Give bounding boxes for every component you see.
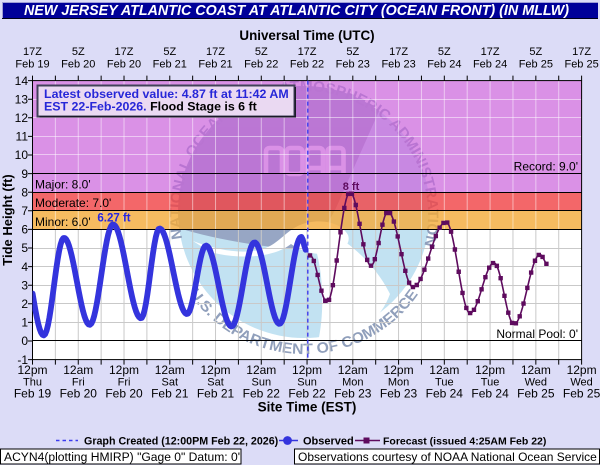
svg-text:Feb 22: Feb 22 [290,59,324,71]
svg-text:Wed: Wed [570,377,592,389]
svg-text:Forecast (issued 4:25AM Feb 22: Forecast (issued 4:25AM Feb 22) [383,435,546,447]
svg-text:6.27 ft: 6.27 ft [97,213,130,225]
svg-text:12pm: 12pm [384,363,414,377]
svg-text:1: 1 [21,316,28,330]
svg-text:Feb 20: Feb 20 [105,387,143,401]
svg-text:Minor: 6.0': Minor: 6.0' [35,215,91,229]
svg-text:Feb 24: Feb 24 [427,59,461,71]
svg-text:Feb 22: Feb 22 [288,387,326,401]
svg-text:Sat: Sat [207,377,224,389]
svg-text:Sun: Sun [252,377,272,389]
svg-text:Feb 19: Feb 19 [14,387,52,401]
svg-text:12: 12 [15,111,29,125]
svg-text:12pm: 12pm [475,363,505,377]
svg-text:Feb 23: Feb 23 [381,59,415,71]
svg-text:Sun: Sun [297,377,317,389]
svg-text:NEW JERSEY ATLANTIC COAST AT A: NEW JERSEY ATLANTIC COAST AT ATLANTIC CI… [24,3,569,19]
svg-text:ACYN4(plotting HMIRP) "Gage 0": ACYN4(plotting HMIRP) "Gage 0" Datum: 0' [4,450,240,464]
svg-text:Feb 22: Feb 22 [244,59,278,71]
svg-text:Universal Time (UTC): Universal Time (UTC) [239,28,374,43]
svg-text:Graph Created (12:00PM Feb 22,: Graph Created (12:00PM Feb 22, 2026) [84,435,279,447]
svg-text:Wed: Wed [525,377,547,389]
svg-text:Tide Height (ft): Tide Height (ft) [0,174,15,265]
svg-text:Site Time (EST): Site Time (EST) [258,400,357,415]
svg-text:Mon: Mon [388,377,409,389]
svg-text:5Z: 5Z [72,46,85,58]
svg-text:17Z: 17Z [115,46,134,58]
svg-text:Feb 24: Feb 24 [426,387,464,401]
svg-text:Tue: Tue [435,377,454,389]
svg-text:5Z: 5Z [346,46,359,58]
svg-text:6: 6 [21,223,28,237]
svg-text:12pm: 12pm [17,363,47,377]
svg-text:Thu: Thu [23,377,42,389]
svg-text:Feb 25: Feb 25 [517,387,555,401]
svg-text:Feb 21: Feb 21 [151,387,189,401]
svg-text:Feb 25: Feb 25 [519,59,553,71]
svg-text:Feb 24: Feb 24 [473,59,507,71]
svg-text:10: 10 [15,148,29,162]
svg-text:Feb 19: Feb 19 [15,59,49,71]
svg-text:Observations courtesy of NOAA: Observations courtesy of NOAA National O… [298,450,597,464]
svg-text:4: 4 [21,260,28,274]
svg-text:Feb 20: Feb 20 [60,387,98,401]
svg-text:Fri: Fri [72,377,85,389]
svg-text:12pm: 12pm [567,363,597,377]
svg-text:9: 9 [21,167,28,181]
svg-text:Feb 23: Feb 23 [380,387,418,401]
svg-text:Feb 25: Feb 25 [563,387,600,401]
svg-text:8: 8 [21,185,28,199]
svg-text:2: 2 [21,297,28,311]
svg-text:Tue: Tue [481,377,500,389]
svg-text:Major: 8.0': Major: 8.0' [35,178,91,192]
svg-text:17Z: 17Z [389,46,408,58]
svg-text:5Z: 5Z [163,46,176,58]
svg-text:12am: 12am [63,363,93,377]
svg-text:12am: 12am [429,363,459,377]
svg-text:5Z: 5Z [438,46,451,58]
svg-text:5: 5 [21,241,28,255]
svg-text:12pm: 12pm [109,363,139,377]
svg-text:Observed: Observed [303,435,354,447]
svg-text:Feb 20: Feb 20 [61,59,95,71]
svg-text:Feb 23: Feb 23 [334,387,372,401]
svg-text:0: 0 [21,334,28,348]
svg-text:12am: 12am [338,363,368,377]
svg-text:5Z: 5Z [529,46,542,58]
svg-text:Feb 24: Feb 24 [471,387,509,401]
svg-text:Feb 20: Feb 20 [107,59,141,71]
svg-text:Feb 22: Feb 22 [243,387,281,401]
svg-text:12am: 12am [246,363,276,377]
svg-text:17Z: 17Z [298,46,317,58]
svg-text:Feb 21: Feb 21 [197,387,235,401]
svg-text:Moderate: 7.0': Moderate: 7.0' [35,196,111,210]
svg-text:Sat: Sat [162,377,179,389]
svg-text:Fri: Fri [118,377,131,389]
svg-text:12pm: 12pm [292,363,322,377]
svg-text:Normal Pool: 0': Normal Pool: 0' [496,327,578,341]
svg-text:8 ft: 8 ft [343,181,360,193]
svg-text:5Z: 5Z [255,46,268,58]
svg-text:Record: 9.0': Record: 9.0' [514,160,578,174]
svg-text:-1: -1 [17,353,28,367]
svg-text:11: 11 [16,130,29,144]
svg-text:17Z: 17Z [23,46,42,58]
svg-text:12am: 12am [155,363,185,377]
svg-text:7: 7 [21,204,28,218]
svg-text:13: 13 [15,92,29,106]
svg-text:17Z: 17Z [481,46,500,58]
svg-text:Latest observed value: 4.87 ft: Latest observed value: 4.87 ft at 11:42 … [44,87,289,101]
svg-text:Feb 23: Feb 23 [336,59,370,71]
svg-text:Feb 21: Feb 21 [153,59,187,71]
svg-text:12pm: 12pm [201,363,231,377]
svg-text:12am: 12am [521,363,551,377]
svg-text:Feb 21: Feb 21 [198,59,232,71]
svg-text:EST 22-Feb-2026. Flood Stage i: EST 22-Feb-2026. Flood Stage is 6 ft [44,100,257,114]
svg-text:Feb 25: Feb 25 [564,59,598,71]
svg-text:14: 14 [15,74,29,88]
svg-text:3: 3 [21,278,28,292]
svg-text:17Z: 17Z [572,46,591,58]
svg-text:17Z: 17Z [206,46,225,58]
svg-text:Mon: Mon [342,377,363,389]
